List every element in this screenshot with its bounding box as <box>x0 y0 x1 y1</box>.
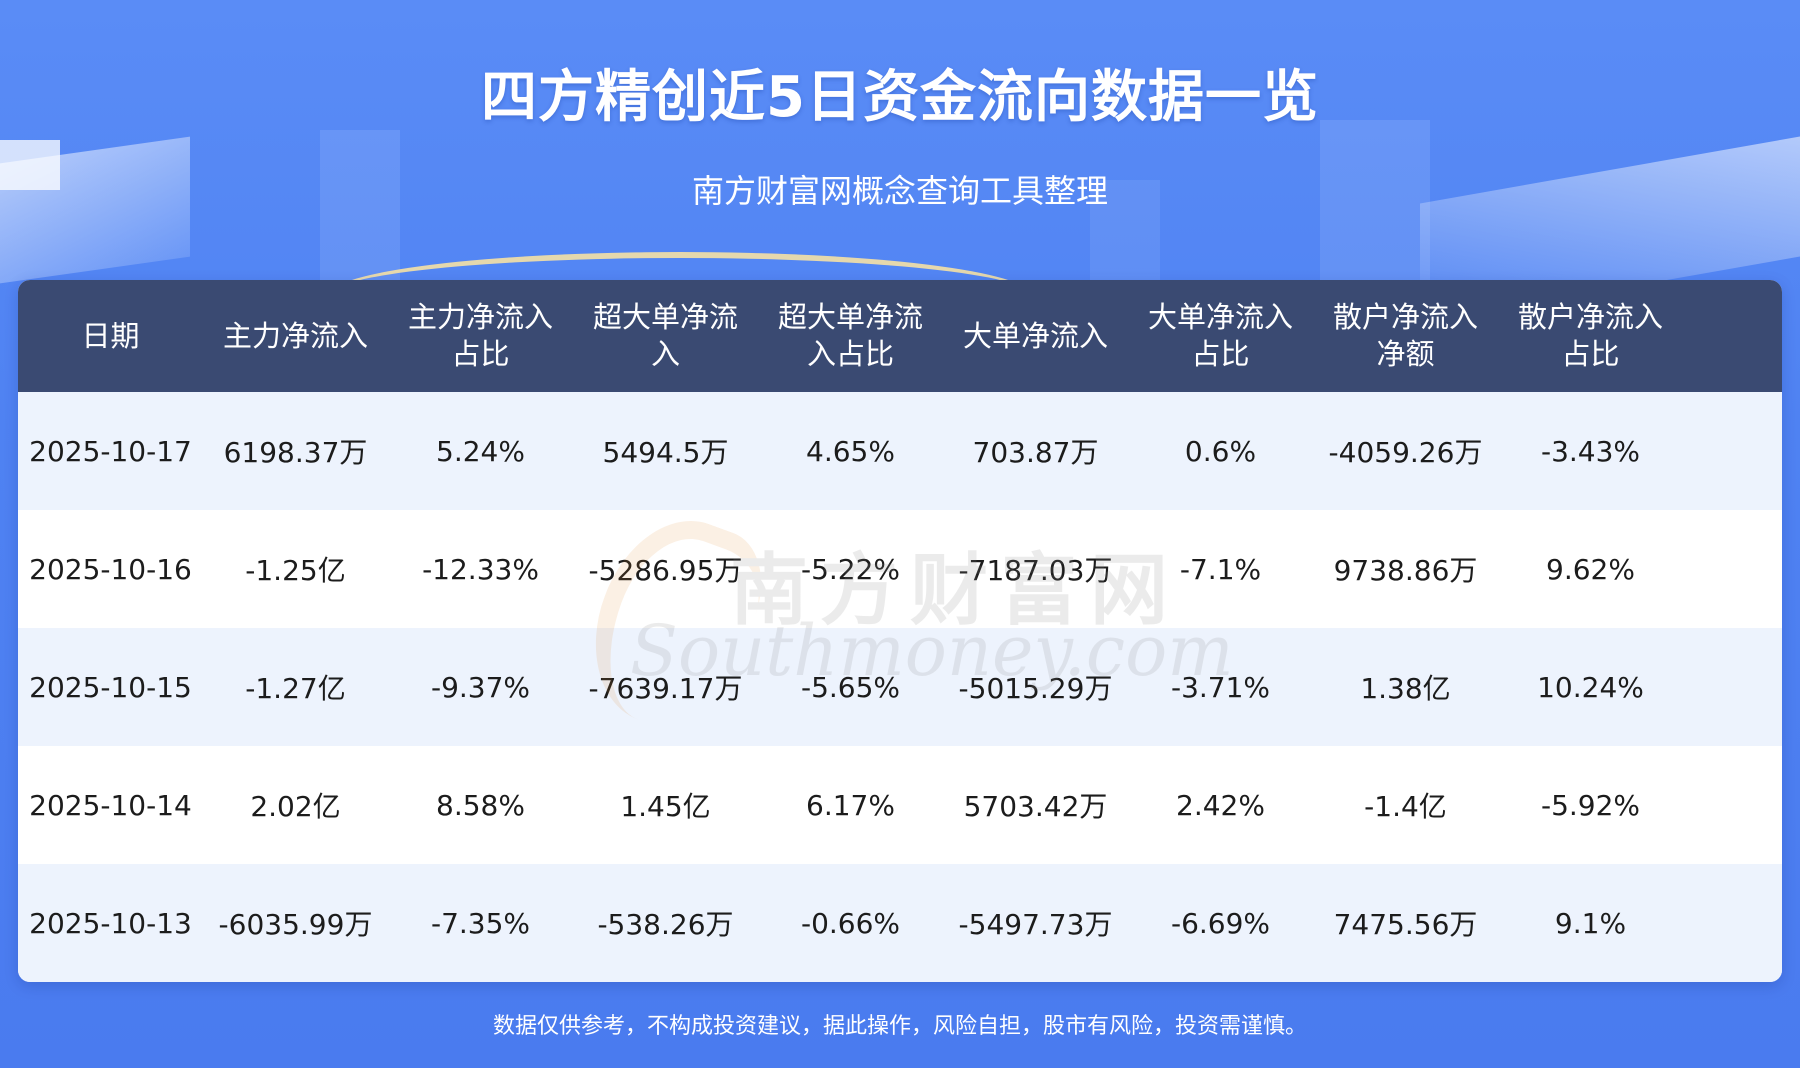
column-header: 散户净流入 占比 <box>1517 300 1663 371</box>
date-cell: 2025-10-14 <box>29 788 192 822</box>
column-header: 主力净流入 <box>222 318 368 353</box>
page-title: 四方精创近5日资金流向数据一览 <box>481 65 1319 130</box>
table-cell: -7.35% <box>430 906 531 940</box>
table-cell: -6.69% <box>1170 906 1271 940</box>
column-header: 散户净流入 净额 <box>1332 300 1478 371</box>
table-cell: -7639.17万 <box>588 672 743 705</box>
table-cell: -12.33% <box>422 552 539 586</box>
table-cell: 10.24% <box>1537 670 1644 704</box>
table-cell: -5.92% <box>1540 788 1641 822</box>
column-header: 日期 <box>81 318 140 353</box>
table-cell: -6035.99万 <box>218 908 373 941</box>
table-cell: -5.22% <box>800 552 901 586</box>
table-cell: 5703.42万 <box>963 790 1108 823</box>
table-body: 2025-10-17 6198.37万 5.24% 5494.5万 4.65% 703.8… <box>18 392 1782 982</box>
date-cell: 2025-10-16 <box>29 552 192 586</box>
footer-disclaimer: 数据仅供参考，不构成投资建议，据此操作，风险自担，股市有风险，投资需谨慎。 <box>492 1014 1307 1039</box>
column-header: 大单净流入 <box>962 318 1108 353</box>
column-header: 主力净流入 占比 <box>407 300 553 371</box>
column-header: 超大单净流入 <box>592 300 738 371</box>
fund-flow-table: 日期 主力净流入 主力净流入 占比 超大单净流入超大单净流 入占比 大单净流入 大单净流入 占比… <box>18 280 1782 982</box>
table-row: 2025-10-17 6198.37万 5.24% 5494.5万 4.65% 703.8… <box>18 392 1782 510</box>
table-cell: -3.43% <box>1540 434 1641 468</box>
table-cell: 7475.56万 <box>1333 908 1478 941</box>
table-cell: -9.37% <box>430 670 531 704</box>
table-row: 2025-10-16 -1.25亿 -12.33% -5286.95万 -5.22% -7… <box>18 510 1782 628</box>
table-cell: -0.66% <box>800 906 901 940</box>
table-cell: -7187.03万 <box>958 554 1113 587</box>
table-row: 2025-10-15 -1.27亿 -9.37% -7639.17万 -5.65% -50… <box>18 628 1782 746</box>
table-header: 日期 主力净流入 主力净流入 占比 超大单净流入超大单净流 入占比 大单净流入 大单净流入 占比… <box>18 280 1782 392</box>
table-cell: 6.17% <box>806 788 895 822</box>
table-cell: 9738.86万 <box>1333 554 1478 587</box>
table-cell: 1.45亿 <box>620 790 711 823</box>
table-row: 2025-10-14 2.02亿 8.58% 1.45亿 6.17% 5703.42万 2.… <box>18 746 1782 864</box>
table-cell: -5.65% <box>800 670 901 704</box>
table-cell: -5286.95万 <box>588 554 743 587</box>
table-cell: 1.38亿 <box>1360 672 1451 705</box>
table-cell: 9.62% <box>1546 552 1635 586</box>
table-cell: 2.02亿 <box>250 790 341 823</box>
column-header: 超大单净流 入占比 <box>777 300 923 371</box>
date-cell: 2025-10-15 <box>29 670 192 704</box>
table-cell: -5015.29万 <box>958 672 1113 705</box>
table-cell: 4.65% <box>806 434 895 468</box>
table-cell: 2.42% <box>1176 788 1265 822</box>
date-cell: 2025-10-13 <box>29 906 192 940</box>
table-cell: -1.27亿 <box>245 672 346 705</box>
table-cell: -3.71% <box>1170 670 1271 704</box>
table-row: 2025-10-13 -6035.99万 -7.35% -538.26万 -0.66% -… <box>18 864 1782 982</box>
column-header: 大单净流入 占比 <box>1147 300 1293 371</box>
table-cell: -1.4亿 <box>1364 790 1447 823</box>
table-cell: -5497.73万 <box>958 908 1113 941</box>
table-cell: -7.1% <box>1179 552 1262 586</box>
table-cell: 6198.37万 <box>223 436 368 469</box>
table-cell: 9.1% <box>1554 906 1627 940</box>
table-cell: 5.24% <box>436 434 525 468</box>
table-cell: 703.87万 <box>972 436 1099 469</box>
table-cell: -538.26万 <box>597 908 734 941</box>
date-cell: 2025-10-17 <box>29 434 192 468</box>
page-subtitle: 南方财富网概念查询工具整理 <box>691 172 1108 210</box>
table-cell: 0.6% <box>1184 434 1257 468</box>
table-cell: -1.25亿 <box>245 554 346 587</box>
table-cell: 5494.5万 <box>602 436 729 469</box>
table-cell: 8.58% <box>436 788 525 822</box>
table-cell: -4059.26万 <box>1328 436 1483 469</box>
